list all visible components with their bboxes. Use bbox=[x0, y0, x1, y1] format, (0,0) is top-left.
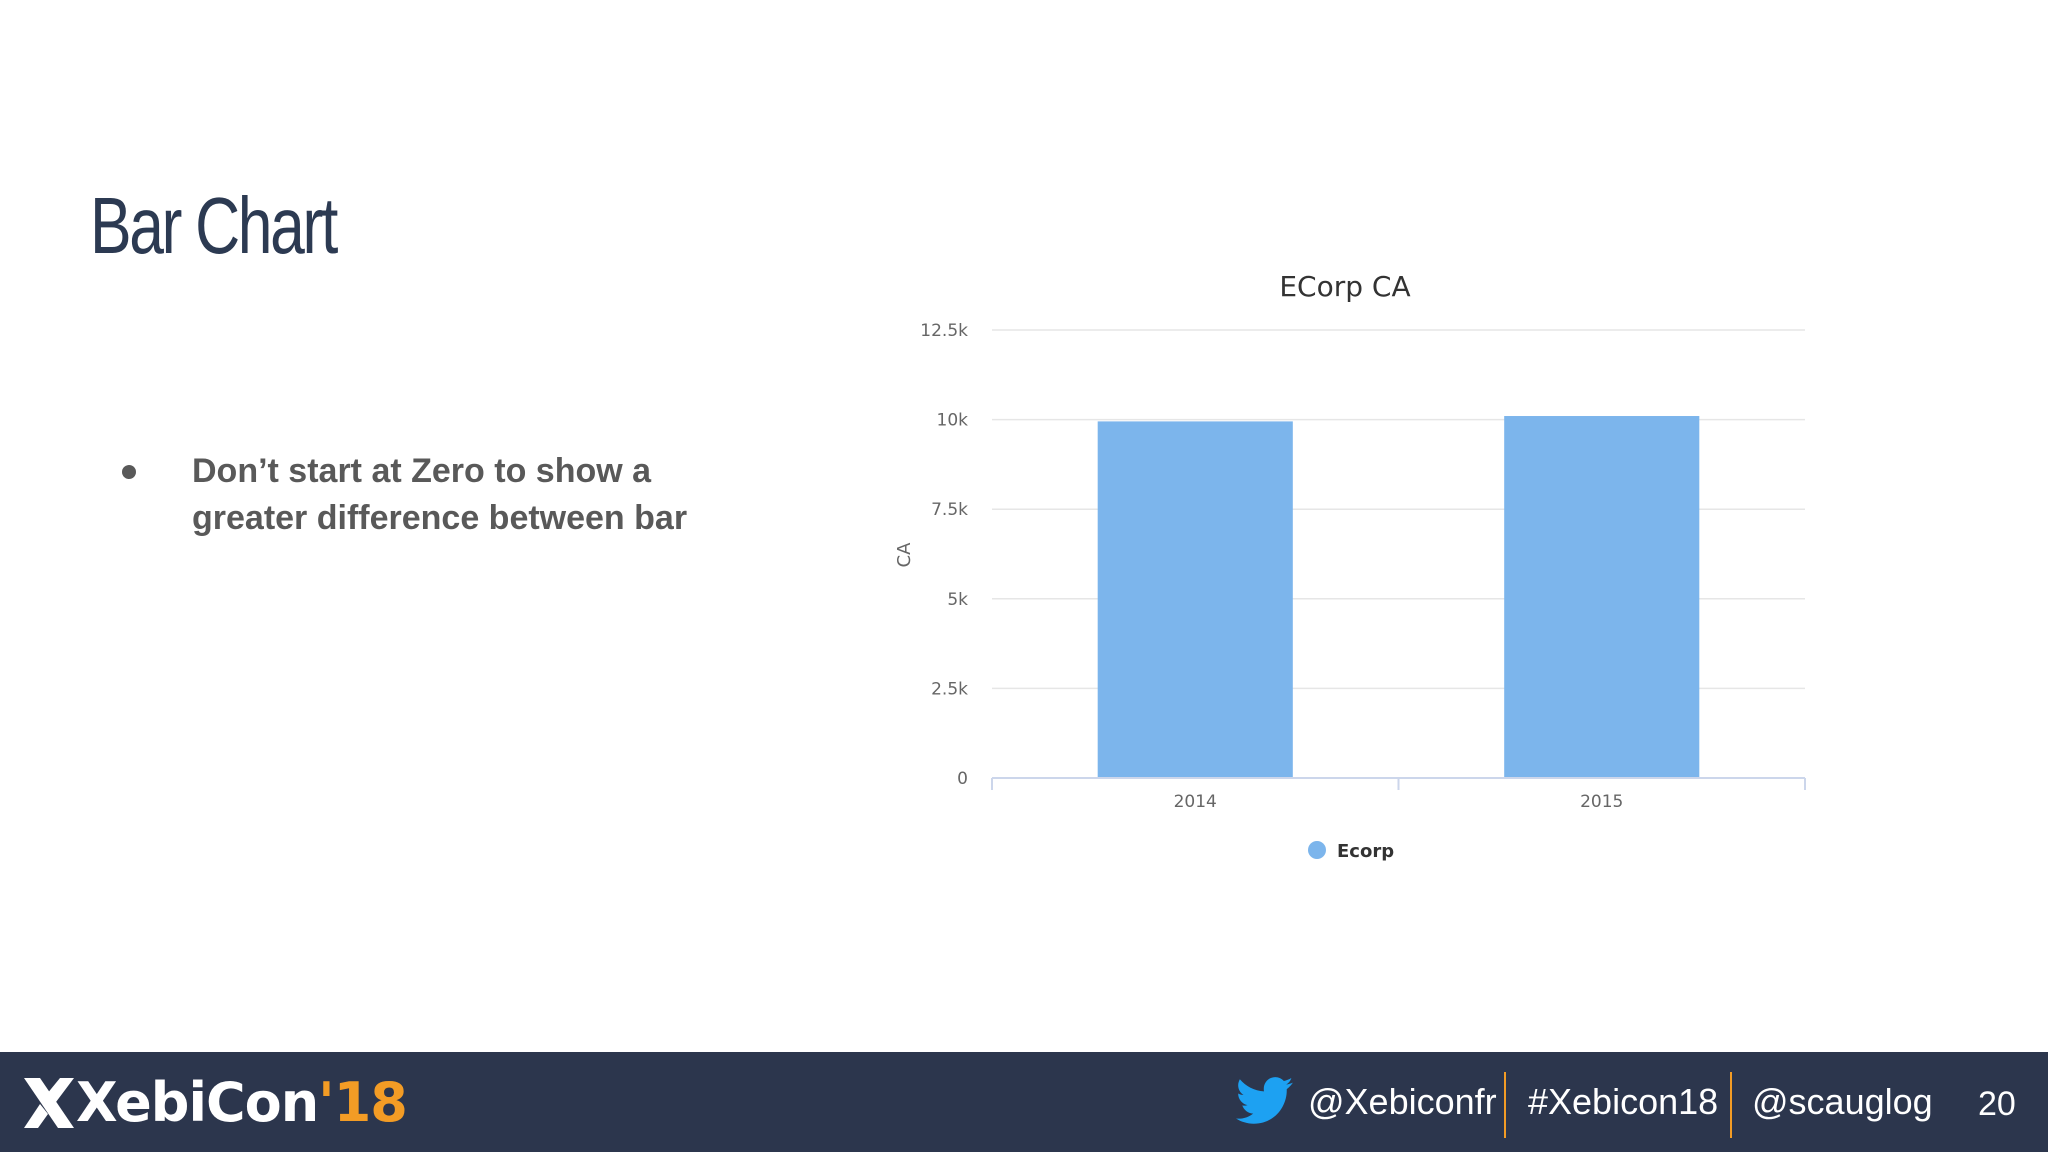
page-number: 20 bbox=[1978, 1085, 2016, 1123]
logo-x-icon bbox=[24, 1078, 74, 1128]
y-tick-label: 2.5k bbox=[931, 679, 968, 699]
hashtag[interactable]: #Xebicon18 bbox=[1528, 1081, 1719, 1122]
twitter-bird-icon bbox=[1236, 1077, 1294, 1124]
bullet-text: Don’t start at Zero to show a greater di… bbox=[192, 452, 688, 537]
bars bbox=[1097, 416, 1700, 778]
legend-marker bbox=[1308, 841, 1326, 859]
footer-bar: XebiCon'18 @Xebiconfr #Xebicon18 @scaugl… bbox=[0, 1052, 2048, 1152]
slide-title: Bar Chart bbox=[90, 181, 338, 270]
footer-separator bbox=[1730, 1072, 1732, 1138]
bullet-dot bbox=[122, 465, 136, 479]
x-axis-ticks: 2014 2015 bbox=[1174, 792, 1624, 812]
bullet-list: Don’t start at Zero to show a greater di… bbox=[118, 448, 738, 542]
y-axis-label: CA bbox=[894, 542, 915, 568]
y-tick-label: 12.5k bbox=[920, 321, 968, 341]
bar-2014 bbox=[1097, 421, 1293, 778]
logo-main: XebiCon bbox=[76, 1071, 319, 1134]
y-axis-ticks: 0 2.5k 5k 7.5k 10k 12.5k bbox=[920, 321, 968, 789]
x-tick-label: 2014 bbox=[1174, 792, 1217, 812]
legend[interactable]: Ecorp bbox=[1308, 841, 1394, 862]
footer-separator bbox=[1504, 1072, 1506, 1138]
logo-text: XebiCon'18 bbox=[76, 1068, 408, 1138]
chart-title: ECorp CA bbox=[1279, 270, 1410, 303]
logo-year: '18 bbox=[318, 1071, 408, 1134]
y-tick-label: 5k bbox=[947, 590, 968, 610]
twitter-handle[interactable]: @Xebiconfr bbox=[1308, 1081, 1497, 1122]
bar-2015 bbox=[1504, 416, 1700, 778]
y-tick-label: 7.5k bbox=[931, 500, 968, 520]
legend-label[interactable]: Ecorp bbox=[1337, 841, 1394, 862]
y-tick-label: 0 bbox=[957, 769, 968, 789]
x-tick-label: 2015 bbox=[1580, 792, 1623, 812]
x-axis bbox=[991, 777, 1806, 790]
bar-chart: ECorp CA 0 2.5k 5k 7.5k 10k 12.5k 2014 2015 CA… bbox=[894, 270, 1806, 862]
bullet-item: Don’t start at Zero to show a greater di… bbox=[118, 448, 738, 542]
speaker-handle[interactable]: @scauglog bbox=[1752, 1081, 1933, 1122]
y-tick-label: 10k bbox=[937, 411, 969, 431]
